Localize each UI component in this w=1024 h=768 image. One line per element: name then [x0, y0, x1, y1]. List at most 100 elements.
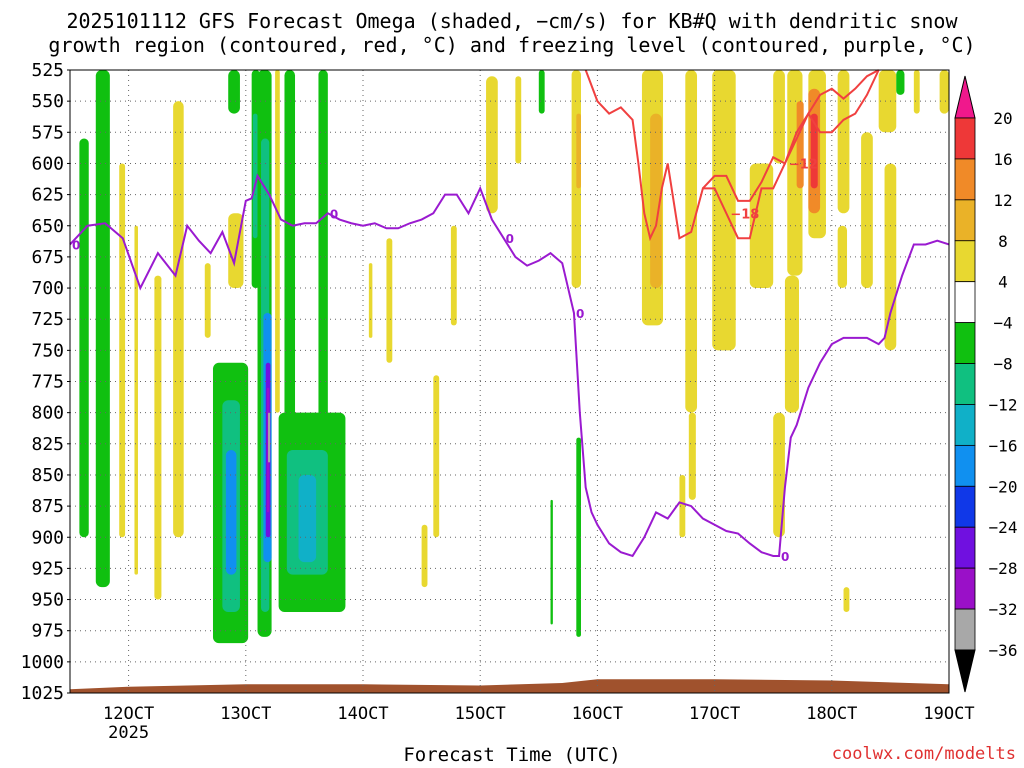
omega-region — [433, 375, 440, 538]
omega-region — [773, 70, 785, 164]
colorbar-tick-label: 20 — [993, 109, 1012, 128]
omega-region — [421, 524, 428, 588]
omega-region — [679, 474, 686, 538]
omega-region — [486, 76, 498, 214]
dgz-contours: −18 −12 — [584, 69, 880, 242]
x-tick-sublabel: 2025 — [108, 723, 149, 743]
freezing-level-label: 0 — [330, 207, 338, 221]
y-tick-label: 775 — [31, 372, 64, 393]
colorbar-bin — [954, 526, 976, 569]
terrain-area — [70, 679, 949, 693]
x-tick-label: 12OCT — [103, 704, 154, 724]
omega-region — [154, 275, 162, 600]
omega-region — [796, 101, 804, 189]
omega-region — [773, 412, 785, 538]
colorbar-bin — [954, 485, 976, 528]
credit-link[interactable]: coolwx.com/modelts — [831, 744, 1016, 764]
omega-region — [939, 70, 949, 114]
y-tick-label: 800 — [31, 403, 64, 424]
y-tick-label: 1000 — [21, 652, 64, 673]
omega-region — [784, 275, 799, 413]
x-tick-label: 16OCT — [572, 704, 623, 724]
colorbar-tick-label: −28 — [989, 559, 1018, 578]
y-tick-label: 525 — [31, 60, 64, 81]
colorbar-tick-label: −24 — [989, 518, 1018, 537]
freezing-level-line — [69, 173, 950, 558]
freezing-level-label: 0 — [576, 307, 584, 321]
colorbar-bin — [954, 608, 976, 651]
dgz-contour-line — [702, 69, 880, 202]
omega-region — [228, 70, 240, 114]
colorbar-tick-label: −36 — [989, 641, 1018, 660]
omega-region — [450, 225, 457, 326]
y-tick-label: 975 — [31, 621, 64, 642]
omega-region — [688, 412, 696, 500]
dgz-contour-label: −12 — [789, 157, 818, 172]
y-tick-label: 750 — [31, 340, 64, 361]
colorbar-bin — [954, 363, 976, 405]
colorbar-bin — [954, 322, 976, 364]
y-tick-label: 650 — [31, 216, 64, 237]
omega-region — [386, 238, 393, 363]
omega-region — [837, 70, 850, 214]
colorbar-tick-label: 12 — [993, 191, 1012, 210]
omega-region — [861, 132, 873, 289]
colorbar-bin — [954, 199, 976, 242]
y-tick-label: 575 — [31, 122, 64, 143]
omega-region — [79, 138, 89, 538]
omega-region — [275, 70, 280, 413]
omega-region — [576, 437, 581, 637]
omega-region — [368, 263, 373, 338]
chart-title-line2: growth region (contoured, red, °C) and f… — [48, 33, 976, 57]
x-tick-label: 18OCT — [806, 704, 857, 724]
y-tick-label: 600 — [31, 153, 64, 174]
omega-region — [318, 70, 328, 438]
omega-region — [878, 70, 897, 133]
omega-region — [95, 70, 110, 588]
y-tick-label: 900 — [31, 527, 64, 548]
dgz-contour-line — [584, 69, 880, 242]
omega-region — [515, 76, 522, 164]
omega-region — [685, 70, 698, 413]
y-tick-label: 550 — [31, 91, 64, 112]
x-tick-label: 14OCT — [337, 704, 388, 724]
omega-region — [298, 474, 317, 563]
y-tick-label: 725 — [31, 309, 64, 330]
colorbar-bin — [954, 404, 976, 446]
x-tick-label: 13OCT — [220, 704, 271, 724]
y-tick-label: 950 — [31, 590, 64, 611]
omega-region — [134, 225, 138, 575]
colorbar-max-arrow — [954, 75, 976, 119]
colorbar-tick-label: −12 — [989, 395, 1018, 414]
x-tick-label: 17OCT — [689, 704, 740, 724]
y-tick-label: 625 — [31, 185, 64, 206]
chart-title-line1: 2025101112 GFS Forecast Omega (shaded, −… — [66, 9, 958, 33]
y-tick-label: 825 — [31, 434, 64, 455]
freezing-level-label: 0 — [781, 550, 789, 564]
dgz-contour-label: −18 — [730, 207, 759, 222]
x-tick-label: 15OCT — [455, 704, 506, 724]
colorbar-bin — [954, 240, 976, 283]
omega-region — [173, 101, 184, 538]
colorbar-tick-label: −8 — [993, 355, 1012, 374]
y-tick-label: 875 — [31, 496, 64, 517]
y-tick-label: 1025 — [21, 683, 64, 704]
colorbar-bin — [954, 567, 976, 610]
colorbar-min-arrow — [954, 649, 976, 693]
x-tick-label: 19OCT — [923, 704, 974, 724]
y-tick-label: 675 — [31, 247, 64, 268]
y-tick-label: 700 — [31, 278, 64, 299]
y-tick-label: 850 — [31, 465, 64, 486]
colorbar-bin — [954, 117, 976, 160]
omega-region — [843, 587, 850, 613]
terrain-fill — [70, 679, 949, 693]
colorbar-bin — [954, 158, 976, 201]
colorbar-tick-label: −20 — [989, 477, 1018, 496]
freezing-level-label: 0 — [506, 232, 514, 246]
omega-shading — [79, 70, 949, 644]
omega-region — [650, 113, 662, 289]
omega-region — [913, 70, 920, 114]
colorbar-tick-label: −16 — [989, 436, 1018, 455]
omega-region — [252, 113, 258, 239]
